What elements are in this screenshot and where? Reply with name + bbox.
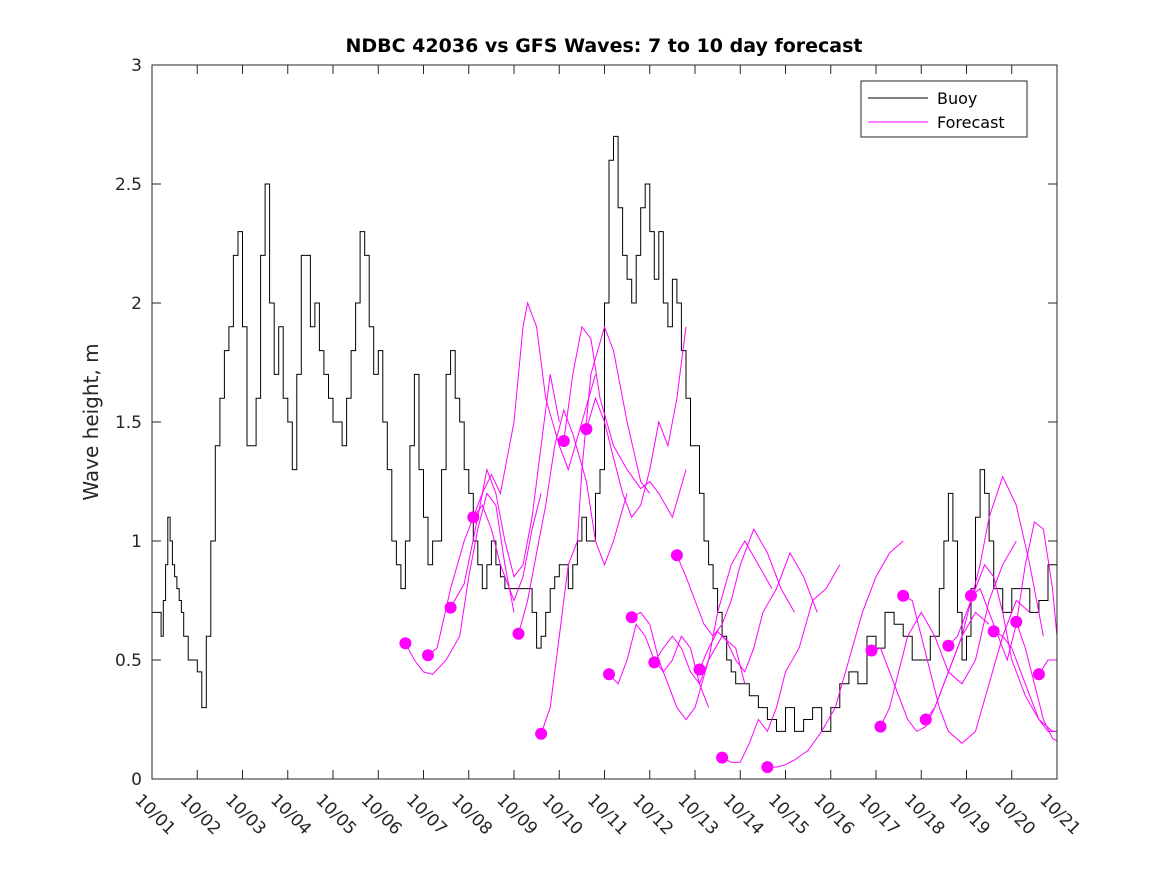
forecast-start-marker <box>1010 615 1023 628</box>
forecast-series <box>399 301 1058 774</box>
forecast-line <box>563 325 687 519</box>
forecast-line <box>767 540 904 768</box>
forecast-start-marker <box>399 637 412 650</box>
forecast-start-marker <box>874 720 887 733</box>
forecast-start-marker <box>467 511 480 524</box>
legend-label-buoy: Buoy <box>937 89 977 108</box>
forecast-start-marker <box>557 435 570 447</box>
forecast-start-marker <box>648 656 661 669</box>
forecast-start-marker <box>422 649 434 662</box>
forecast-start-marker <box>987 625 1000 638</box>
buoy-series <box>152 135 1058 732</box>
forecast-line <box>948 563 1057 732</box>
forecast-line <box>902 595 1031 744</box>
forecast-line <box>1015 621 1058 742</box>
forecast-start-marker <box>865 644 878 657</box>
y-axis: 0 0.5 1 1.5 2 2.5 3 <box>115 56 142 790</box>
y-tick-label: 1 <box>131 532 142 552</box>
forecast-start-marker <box>670 549 683 562</box>
forecast-line <box>699 551 818 673</box>
forecast-line <box>676 527 795 638</box>
y-tick-label: 0.5 <box>115 651 142 671</box>
y-tick-label: 2 <box>131 294 142 314</box>
forecast-line <box>427 493 542 656</box>
forecast-start-marker <box>942 639 955 652</box>
forecast-line <box>540 325 651 734</box>
forecast-start-marker <box>625 611 638 624</box>
forecast-line <box>993 630 1057 732</box>
forecast-line <box>880 540 1017 727</box>
y-tick-label: 2.5 <box>115 175 142 195</box>
plot-frame <box>151 64 1058 780</box>
forecast-line <box>518 408 628 634</box>
y-tick-label: 1.5 <box>115 413 142 433</box>
forecast-line <box>450 374 560 608</box>
forecast-start-marker <box>761 761 774 774</box>
forecast-start-marker <box>897 589 910 602</box>
y-tick-label: 3 <box>131 56 142 76</box>
forecast-start-marker <box>919 713 932 726</box>
forecast-line <box>404 492 515 675</box>
forecast-line <box>472 301 596 518</box>
forecast-line <box>721 564 841 763</box>
y-axis-label: Wave height, m <box>79 343 103 500</box>
forecast-start-marker <box>693 663 706 676</box>
forecast-start-marker <box>444 601 457 614</box>
forecast-line <box>925 475 1044 720</box>
forecast-start-marker <box>512 627 525 640</box>
forecast-start-marker <box>603 668 615 681</box>
forecast-start-marker <box>1032 668 1045 681</box>
forecast-start-marker <box>716 751 729 764</box>
y-tick-label: 0 <box>131 770 142 790</box>
forecast-line <box>871 611 990 733</box>
forecast-start-marker <box>535 727 548 740</box>
chart-title: NDBC 42036 vs GFS Waves: 7 to 10 day for… <box>345 35 862 57</box>
legend: Buoy Forecast <box>860 80 1028 138</box>
forecast-line <box>585 326 687 519</box>
buoy-line <box>152 135 1058 732</box>
forecast-start-marker <box>965 589 977 602</box>
legend-box <box>860 80 1028 138</box>
legend-label-forecast: Forecast <box>937 113 1005 132</box>
forecast-start-marker <box>580 423 593 436</box>
